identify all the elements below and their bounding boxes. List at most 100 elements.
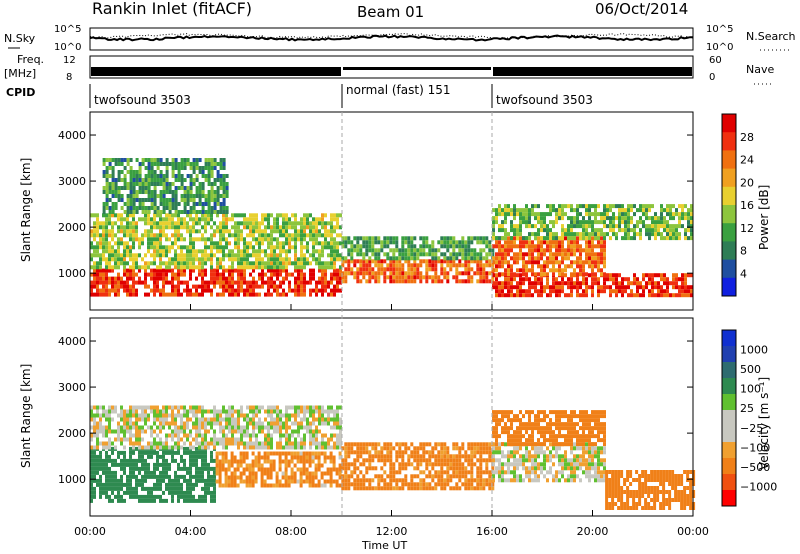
power-cell-band-1 bbox=[192, 253, 195, 258]
power-cell-band-0 bbox=[99, 292, 102, 297]
power-cell-band-1 bbox=[321, 261, 324, 266]
velocity-cell-band-1 bbox=[330, 433, 333, 438]
power-cell-band-1 bbox=[111, 265, 114, 270]
velocity-cell-band-1 bbox=[312, 409, 315, 414]
power-cell-band-0 bbox=[129, 284, 132, 289]
power-cell-band-0 bbox=[300, 284, 303, 289]
power-cell-band-4 bbox=[470, 248, 474, 253]
power-cell-band-1 bbox=[180, 249, 183, 254]
power-cell-band-1 bbox=[255, 225, 258, 230]
velocity-cell-band-0 bbox=[186, 446, 189, 451]
power-cell-band-1 bbox=[243, 225, 246, 230]
power-cell-band-0 bbox=[279, 272, 282, 277]
power-cell-band-2 bbox=[123, 178, 127, 182]
power-cell-band-0 bbox=[132, 280, 135, 285]
power-cell-band-1 bbox=[276, 265, 279, 270]
power-cell-band-0 bbox=[90, 292, 93, 297]
power-cell-band-6 bbox=[555, 248, 558, 253]
power-cell-band-1 bbox=[243, 237, 246, 242]
power-cell-band-0 bbox=[231, 276, 234, 281]
power-cell-band-7 bbox=[510, 224, 513, 229]
velocity-cell-band-1 bbox=[177, 405, 180, 410]
velocity-cell-band-3 bbox=[344, 446, 348, 451]
power-cell-band-6 bbox=[525, 244, 528, 249]
power-cell-band-5 bbox=[585, 277, 588, 282]
power-cell-band-4 bbox=[452, 240, 456, 245]
power-cell-band-3 bbox=[476, 279, 480, 284]
velocity-cell-band-0 bbox=[189, 498, 192, 503]
velocity-cell-band-1 bbox=[291, 433, 294, 438]
velocity-cell-band-0 bbox=[162, 454, 165, 459]
power-cell-band-5 bbox=[510, 289, 513, 294]
power-cell-band-0 bbox=[252, 284, 255, 289]
velocity-cell-band-3 bbox=[386, 486, 390, 491]
power-cell-band-6 bbox=[585, 240, 588, 245]
velocity-cell-band-3 bbox=[392, 486, 396, 491]
power-cell-band-1 bbox=[324, 225, 327, 230]
power-cell-band-2 bbox=[165, 202, 169, 206]
power-cell-band-6 bbox=[528, 252, 531, 257]
power-cell-band-2 bbox=[222, 182, 226, 186]
velocity-cell-band-1 bbox=[204, 421, 207, 426]
velocity-cell-band-0 bbox=[144, 478, 147, 483]
power-cell-band-4 bbox=[368, 240, 372, 245]
velocity-cell-band-2 bbox=[245, 483, 249, 488]
velocity-cell-band-0 bbox=[129, 470, 132, 475]
velocity-cell-band-0 bbox=[117, 478, 120, 483]
power-cell-band-2 bbox=[150, 166, 154, 170]
power-cell-band-0 bbox=[309, 272, 312, 277]
power-cell-band-1 bbox=[96, 229, 99, 234]
power-cell-band-1 bbox=[126, 229, 129, 234]
velocity-cell-band-1 bbox=[246, 425, 249, 430]
power-cell-band-7 bbox=[495, 212, 498, 217]
power-cell-band-1 bbox=[315, 249, 318, 254]
power-cell-band-6 bbox=[603, 248, 606, 253]
power-cell-band-5 bbox=[507, 285, 510, 290]
power-cell-band-1 bbox=[96, 241, 99, 246]
power-cell-band-1 bbox=[204, 245, 207, 250]
power-cell-band-7 bbox=[624, 228, 627, 233]
power-cell-band-1 bbox=[300, 241, 303, 246]
power-cell-band-1 bbox=[117, 225, 120, 230]
power-cell-band-6 bbox=[561, 240, 564, 245]
velocity-cell-band-1 bbox=[186, 413, 189, 418]
power-cell-band-1 bbox=[309, 261, 312, 266]
power-cell-band-6 bbox=[507, 252, 510, 257]
power-cell-band-1 bbox=[195, 237, 198, 242]
power-cell-band-3 bbox=[359, 259, 363, 264]
power-cell-band-1 bbox=[201, 265, 204, 270]
power-cell-band-2 bbox=[105, 194, 109, 198]
velocity-cell-band-1 bbox=[336, 413, 339, 418]
power-cell-band-6 bbox=[603, 272, 606, 277]
velocity-cell-band-1 bbox=[159, 437, 162, 442]
power-cell-band-2 bbox=[210, 190, 214, 194]
power-cell-band-7 bbox=[630, 204, 633, 209]
power-cell-band-1 bbox=[201, 213, 204, 218]
velocity-cell-band-1 bbox=[129, 421, 132, 426]
velocity-cell-band-3 bbox=[440, 450, 444, 455]
velocity-cell-band-0 bbox=[204, 498, 207, 503]
power-cell-band-1 bbox=[141, 241, 144, 246]
velocity-cell-band-3 bbox=[419, 478, 423, 483]
power-cell-band-7 bbox=[498, 224, 501, 229]
power-cell-band-4 bbox=[386, 240, 390, 245]
power-cell-band-5 bbox=[630, 281, 633, 286]
power-cell-band-0 bbox=[135, 272, 138, 277]
velocity-cell-band-0 bbox=[183, 458, 186, 463]
velocity-cell-band-2 bbox=[251, 463, 255, 468]
velocity-cell-band-1 bbox=[300, 441, 303, 446]
velocity-cell-band-2 bbox=[299, 459, 303, 464]
nave-tick-top: 60 bbox=[709, 55, 722, 66]
velocity-cell-band-1 bbox=[294, 421, 297, 426]
power-cell-band-2 bbox=[108, 166, 112, 170]
power-cell-band-3 bbox=[368, 263, 372, 268]
velocity-cell-band-1 bbox=[195, 409, 198, 414]
velocity-cell-band-3 bbox=[440, 454, 444, 459]
power-cell-band-7 bbox=[513, 232, 516, 237]
velocity-cell-band-3 bbox=[434, 482, 438, 487]
power-cell-band-7 bbox=[660, 232, 663, 237]
power-cell-band-5 bbox=[636, 293, 639, 298]
power-cell-band-3 bbox=[377, 279, 381, 284]
power-cell-band-6 bbox=[537, 272, 540, 277]
power-cell-band-2 bbox=[222, 174, 226, 178]
